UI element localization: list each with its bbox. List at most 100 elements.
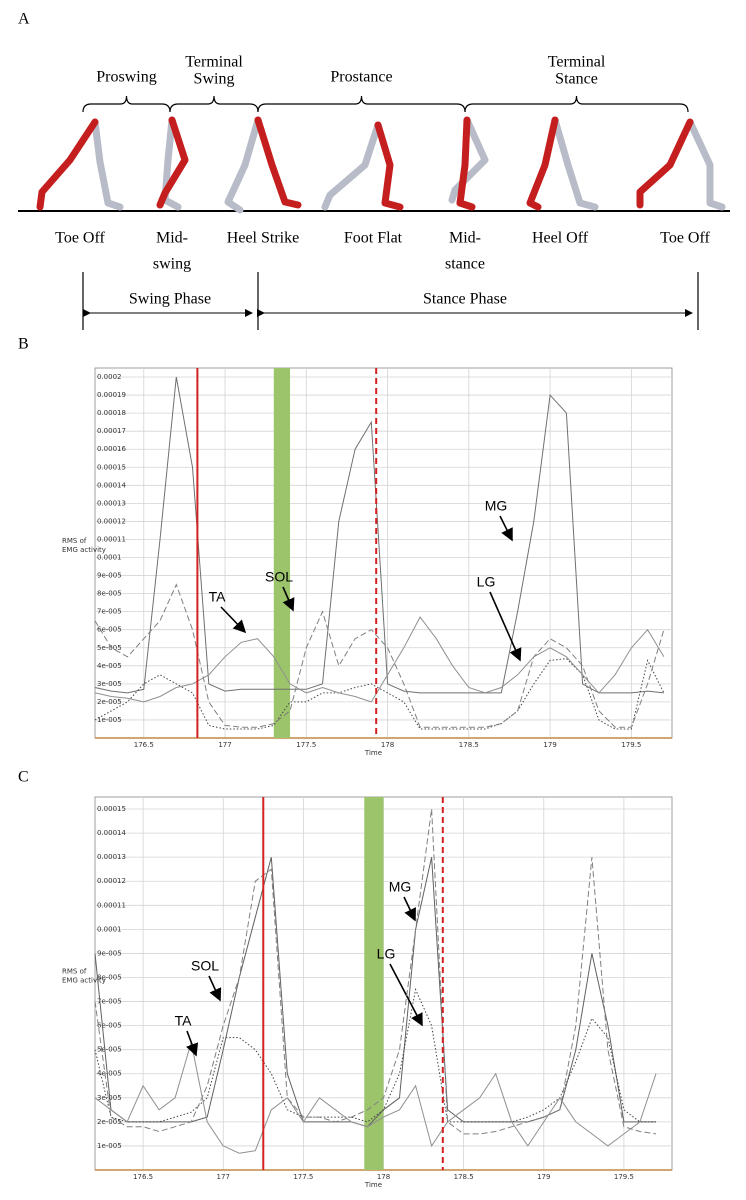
event-label: Foot Flat [344,230,403,247]
brace [169,95,259,113]
y-tick-label: 0.00015 [97,805,126,813]
event-label: Toe Off [55,230,105,247]
leg-red [456,116,476,211]
x-tick-label: 179 [537,1173,550,1181]
y-tick-label: 6e-005 [97,1022,122,1030]
y-tick-label: 0.00012 [97,517,126,525]
series-line [94,808,657,1135]
y-axis-label: RMS of [62,537,87,545]
y-tick-label: 0.0002 [97,373,122,381]
event-label: Heel Off [532,230,589,247]
series-line [94,987,656,1123]
y-tick-label: 0.00015 [97,463,126,471]
series-annotation: LG [377,946,396,962]
x-tick-label: 177.5 [293,1173,313,1181]
x-axis-label: Time [364,749,382,757]
y-tick-label: 8e-005 [97,590,122,598]
leg-red [36,118,99,211]
leg-gray [551,116,599,211]
series-annotation: TA [209,589,227,605]
y-tick-label: 7e-005 [97,998,122,1006]
y-tick-label: 9e-005 [97,572,122,580]
y-tick-label: 0.00014 [97,481,126,489]
y-tick-label: 6e-005 [97,626,122,634]
annotation-arrow [282,586,295,612]
y-tick-label: 5e-005 [97,1046,122,1054]
phase-band [273,368,291,738]
panel-label: B [18,336,29,353]
y-tick-label: 9e-005 [97,949,122,957]
leg-gray [686,118,726,211]
phase-label: Prostance [330,69,392,86]
x-tick-label: 178 [381,741,394,749]
x-tick-label: 176.5 [134,741,154,749]
y-tick-label: 2e-005 [97,1118,122,1126]
x-tick-label: 177 [218,741,231,749]
series-annotation: LG [477,574,496,590]
x-tick-label: 177.5 [296,741,316,749]
x-tick-label: 177 [217,1173,230,1181]
series-annotation: MG [485,498,508,514]
y-tick-label: 3e-005 [97,680,122,688]
series-line [94,583,665,728]
event-label: Mid- [449,230,481,247]
y-tick-label: 0.00011 [97,901,126,909]
annotation-arrow [499,515,513,542]
y-axis-label: RMS of [62,968,87,976]
phase-label: Terminal [185,54,243,71]
panel-label: C [18,769,29,786]
series-line [94,857,656,1128]
event-label: stance [445,256,485,273]
phase-label: Proswing [96,69,156,86]
annotation-arrow [403,896,416,922]
leg-gray [321,121,382,211]
leg-red [636,118,694,209]
event-label: Heel Strike [227,230,299,247]
y-axis-label: EMG activity [62,546,106,554]
y-tick-label: 0.0001 [97,554,122,562]
y-tick-label: 1e-005 [97,716,122,724]
series-annotation: MG [389,879,412,895]
y-tick-label: 0.00018 [97,409,126,417]
brace [257,95,466,113]
leg-gray [224,116,262,214]
brace [82,95,171,113]
leg-red [156,116,189,209]
annotation-arrow [489,591,522,662]
y-axis-label: EMG activity [62,977,106,985]
y-tick-label: 1e-005 [97,1142,122,1150]
event-label: Toe Off [660,230,710,247]
leg-red [526,116,559,211]
y-tick-label: 8e-005 [97,973,122,981]
y-tick-label: 0.00013 [97,499,126,507]
y-tick-label: 7e-005 [97,608,122,616]
x-tick-label: 178.5 [454,1173,474,1181]
series-annotation: SOL [191,958,219,974]
y-tick-label: 0.00017 [97,427,126,435]
y-tick-label: 4e-005 [97,1070,122,1078]
annotation-arrow [186,1030,199,1057]
x-axis-label: Time [364,1181,382,1189]
panel-label: A [18,11,30,28]
y-tick-label: 2e-005 [97,698,122,706]
leg-red [254,116,302,209]
y-tick-label: 0.00012 [97,877,126,885]
y-tick-label: 5e-005 [97,644,122,652]
series-line [94,376,664,694]
leg-gray [91,118,124,211]
y-tick-label: 0.00014 [97,829,126,837]
y-tick-label: 0.00011 [97,535,126,543]
span-label: Stance Phase [423,291,507,308]
y-tick-label: 0.0001 [97,925,122,933]
annotation-arrow [220,606,247,634]
leg-gray [448,116,489,204]
x-tick-label: 179.5 [614,1173,634,1181]
series-line [94,616,665,703]
span-label: Swing Phase [129,291,211,308]
y-tick-label: 0.00013 [97,853,126,861]
x-tick-label: 178 [377,1173,390,1181]
phase-label: Stance [555,71,598,88]
series-line [94,658,665,730]
series-annotation: TA [175,1013,193,1029]
